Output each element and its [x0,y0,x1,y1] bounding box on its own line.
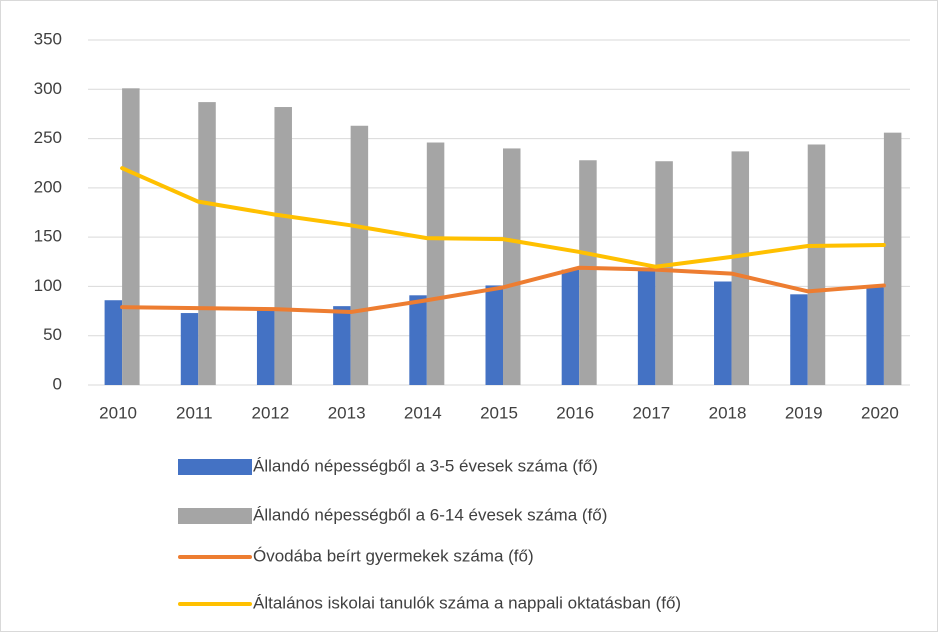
x-tick-label: 2011 [176,403,213,422]
legend-label: Állandó népességből a 3-5 évesek száma (… [253,456,598,475]
x-tick-label: 2019 [785,403,823,422]
bar [350,125,369,385]
legend-label: Óvodába beírt gyermekek száma (fő) [253,546,534,565]
bar [807,144,826,385]
bar [180,313,199,385]
x-tick-label: 2017 [632,403,670,422]
bar [256,310,275,385]
bar [731,151,750,385]
y-tick-label: 50 [43,325,62,344]
bar [274,107,292,386]
x-tick-label: 2018 [709,403,747,422]
bar [637,267,656,385]
bar [883,132,902,385]
y-tick-label: 250 [34,128,62,147]
legend-label: Állandó népességből a 6-14 évesek száma … [253,505,607,524]
bar [409,295,427,385]
bar [579,160,597,385]
x-tick-label: 2016 [556,403,594,422]
y-tick-label: 200 [34,177,62,196]
bar [426,142,445,385]
x-tick-label: 2014 [404,403,442,422]
line [120,265,886,315]
y-tick-label: 350 [34,29,62,48]
bar [790,294,808,385]
bar [333,306,351,385]
x-tick-label: 2012 [252,403,290,422]
bar [485,285,503,385]
y-tick-label: 100 [34,276,62,295]
legend-label: Általános iskolai tanulók száma a nappal… [253,593,681,612]
bar [122,88,140,386]
bar [866,287,884,385]
x-tick-label: 2020 [861,403,899,422]
x-tick-label: 2013 [328,403,366,422]
legend-swatch [178,459,252,475]
x-tick-label: 2010 [99,403,137,422]
bar [714,281,732,385]
bar [655,161,673,385]
bar [198,102,216,385]
x-tick-label: 2015 [480,403,518,422]
bar [561,269,580,385]
y-tick-label: 150 [34,227,62,246]
line [120,166,886,269]
bar [503,148,521,385]
bar [104,300,123,385]
y-tick-label: 0 [53,374,62,393]
y-tick-label: 300 [34,79,62,98]
legend-swatch [178,508,252,524]
